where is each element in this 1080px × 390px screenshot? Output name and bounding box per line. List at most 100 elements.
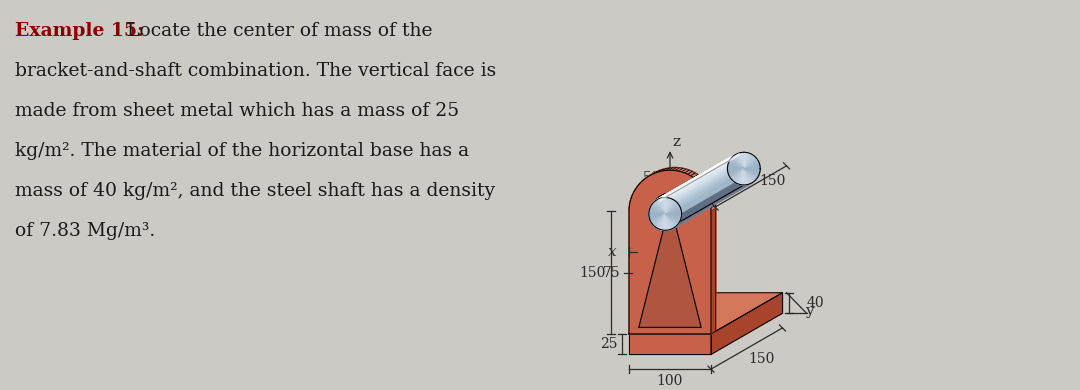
Polygon shape bbox=[665, 214, 677, 227]
Polygon shape bbox=[652, 214, 665, 226]
Polygon shape bbox=[744, 168, 746, 185]
Polygon shape bbox=[678, 159, 758, 206]
Polygon shape bbox=[734, 168, 744, 183]
Text: bracket-and-shaft combination. The vertical face is: bracket-and-shaft combination. The verti… bbox=[15, 62, 496, 80]
Polygon shape bbox=[672, 167, 679, 170]
Polygon shape bbox=[665, 212, 681, 214]
Polygon shape bbox=[649, 211, 665, 214]
Polygon shape bbox=[728, 168, 744, 172]
Polygon shape bbox=[744, 168, 748, 185]
Polygon shape bbox=[730, 158, 744, 168]
Polygon shape bbox=[639, 179, 646, 184]
Polygon shape bbox=[744, 168, 751, 184]
Polygon shape bbox=[711, 208, 716, 334]
Text: 150: 150 bbox=[580, 266, 606, 280]
Polygon shape bbox=[667, 184, 747, 230]
Polygon shape bbox=[679, 160, 759, 208]
Polygon shape bbox=[744, 161, 759, 168]
Polygon shape bbox=[708, 195, 715, 201]
Polygon shape bbox=[672, 154, 752, 199]
Polygon shape bbox=[644, 175, 651, 179]
Text: x: x bbox=[608, 245, 617, 259]
Polygon shape bbox=[649, 168, 729, 220]
Polygon shape bbox=[629, 170, 711, 334]
Polygon shape bbox=[707, 192, 714, 198]
Polygon shape bbox=[711, 205, 716, 211]
Polygon shape bbox=[630, 202, 634, 208]
Polygon shape bbox=[664, 214, 665, 230]
Polygon shape bbox=[676, 156, 756, 203]
Polygon shape bbox=[730, 168, 744, 179]
Polygon shape bbox=[706, 190, 713, 195]
Polygon shape bbox=[651, 214, 665, 225]
Polygon shape bbox=[688, 172, 696, 176]
Polygon shape bbox=[665, 214, 672, 230]
Polygon shape bbox=[656, 199, 665, 214]
Polygon shape bbox=[647, 173, 654, 177]
Polygon shape bbox=[665, 185, 745, 230]
Polygon shape bbox=[701, 181, 707, 186]
Polygon shape bbox=[673, 154, 753, 200]
Polygon shape bbox=[669, 167, 676, 170]
Polygon shape bbox=[678, 177, 758, 224]
Polygon shape bbox=[678, 168, 686, 172]
Polygon shape bbox=[675, 168, 683, 171]
Polygon shape bbox=[662, 198, 665, 214]
Polygon shape bbox=[742, 152, 744, 168]
Polygon shape bbox=[652, 178, 732, 225]
Polygon shape bbox=[639, 203, 701, 327]
Polygon shape bbox=[703, 184, 710, 189]
Polygon shape bbox=[693, 175, 701, 179]
Polygon shape bbox=[656, 182, 735, 228]
Polygon shape bbox=[664, 152, 744, 198]
Polygon shape bbox=[679, 174, 759, 222]
Polygon shape bbox=[744, 159, 758, 168]
Polygon shape bbox=[742, 168, 744, 185]
Polygon shape bbox=[650, 214, 665, 223]
Polygon shape bbox=[652, 158, 732, 204]
Text: 150: 150 bbox=[748, 351, 775, 365]
Polygon shape bbox=[685, 170, 692, 174]
Polygon shape bbox=[649, 163, 729, 214]
Polygon shape bbox=[744, 154, 754, 168]
Polygon shape bbox=[688, 172, 696, 176]
Polygon shape bbox=[744, 156, 756, 168]
Polygon shape bbox=[657, 183, 737, 229]
Polygon shape bbox=[744, 152, 748, 168]
Polygon shape bbox=[660, 153, 740, 199]
Polygon shape bbox=[665, 206, 680, 214]
Polygon shape bbox=[654, 214, 665, 227]
Polygon shape bbox=[707, 192, 714, 198]
Polygon shape bbox=[656, 155, 735, 201]
Polygon shape bbox=[651, 159, 731, 206]
Polygon shape bbox=[651, 203, 665, 214]
Polygon shape bbox=[680, 163, 760, 214]
Polygon shape bbox=[744, 168, 760, 173]
Polygon shape bbox=[659, 153, 739, 199]
Polygon shape bbox=[665, 197, 667, 214]
Text: y: y bbox=[805, 304, 813, 318]
Polygon shape bbox=[650, 207, 665, 214]
Polygon shape bbox=[744, 168, 757, 180]
Polygon shape bbox=[729, 168, 744, 177]
Polygon shape bbox=[649, 214, 665, 217]
Text: Locate the center of mass of the: Locate the center of mass of the bbox=[121, 22, 432, 40]
Polygon shape bbox=[744, 168, 753, 184]
Polygon shape bbox=[670, 153, 750, 199]
Polygon shape bbox=[665, 152, 745, 198]
Polygon shape bbox=[637, 181, 644, 186]
Polygon shape bbox=[650, 160, 730, 208]
Polygon shape bbox=[665, 214, 674, 229]
Polygon shape bbox=[659, 184, 739, 229]
Polygon shape bbox=[674, 182, 754, 228]
Polygon shape bbox=[690, 173, 698, 177]
Polygon shape bbox=[665, 214, 681, 220]
Polygon shape bbox=[659, 168, 666, 172]
Polygon shape bbox=[744, 153, 751, 168]
Polygon shape bbox=[630, 199, 635, 205]
Polygon shape bbox=[706, 190, 713, 195]
Polygon shape bbox=[690, 173, 698, 177]
Text: 75: 75 bbox=[603, 266, 620, 280]
Polygon shape bbox=[737, 168, 744, 184]
Polygon shape bbox=[649, 209, 665, 214]
